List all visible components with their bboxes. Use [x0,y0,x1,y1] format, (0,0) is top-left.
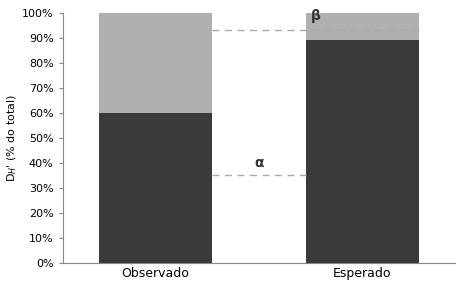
Bar [99,13,213,113]
Text: $\bf{\beta}$: $\bf{\beta}$ [310,7,321,25]
Bar [99,113,213,263]
Y-axis label: D$_{H}$' (% do total): D$_{H}$' (% do total) [6,94,19,182]
Bar [306,40,419,263]
Text: $\bf{\alpha}$: $\bf{\alpha}$ [254,156,265,170]
Bar [306,13,419,40]
